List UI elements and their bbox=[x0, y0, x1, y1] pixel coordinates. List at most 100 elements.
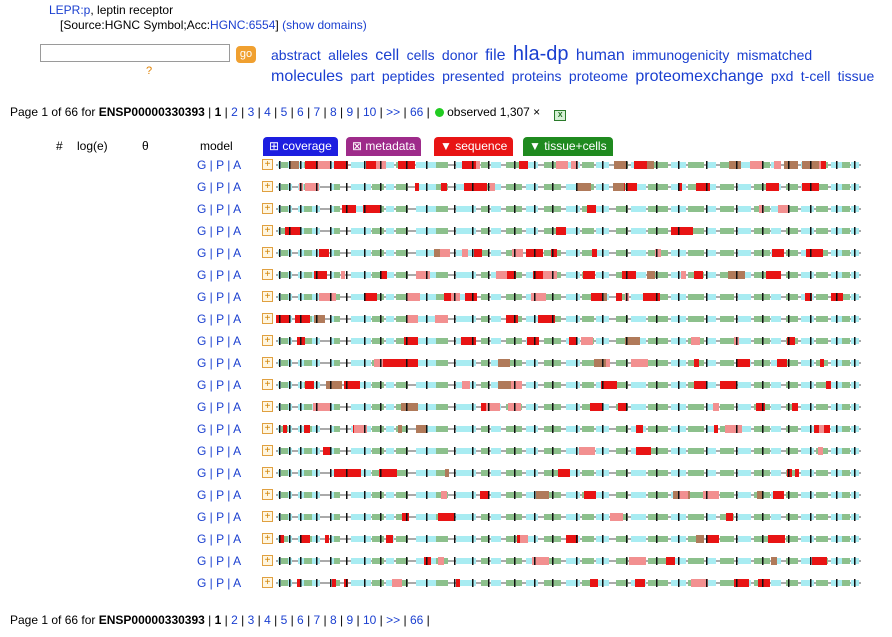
coverage-track[interactable] bbox=[276, 179, 861, 195]
coverage-track[interactable] bbox=[276, 289, 861, 305]
pager-page-link[interactable]: 10 bbox=[362, 613, 377, 627]
coverage-track[interactable] bbox=[276, 267, 861, 283]
model-link-g[interactable]: G bbox=[197, 224, 207, 238]
tab-metadata[interactable]: ⊠ metadata bbox=[346, 137, 422, 156]
observed-count[interactable]: observed 1,307 × bbox=[447, 105, 541, 119]
coverage-track[interactable] bbox=[276, 355, 861, 371]
pager-last-link[interactable]: 66 bbox=[409, 105, 424, 119]
pager-page-link[interactable]: 2 bbox=[231, 613, 238, 627]
pager-page-link[interactable]: 5 bbox=[280, 105, 288, 119]
expand-row-icon[interactable]: + bbox=[262, 357, 273, 368]
model-link-p[interactable]: P bbox=[216, 356, 224, 370]
expand-row-icon[interactable]: + bbox=[262, 533, 273, 544]
model-link-g[interactable]: G bbox=[197, 356, 207, 370]
expand-row-icon[interactable]: + bbox=[262, 555, 273, 566]
model-link-g[interactable]: G bbox=[197, 444, 207, 458]
pager-page-link[interactable]: 8 bbox=[330, 105, 337, 119]
expand-row-icon[interactable]: + bbox=[262, 467, 273, 478]
expand-row-icon[interactable]: + bbox=[262, 335, 273, 346]
model-link-p[interactable]: P bbox=[216, 334, 224, 348]
model-link-p[interactable]: P bbox=[216, 554, 224, 568]
tag-cells[interactable]: cells bbox=[406, 47, 435, 63]
tag-t-cell[interactable]: t-cell bbox=[800, 68, 831, 84]
model-link-g[interactable]: G bbox=[197, 268, 207, 282]
model-link-g[interactable]: G bbox=[197, 532, 207, 546]
model-link-g[interactable]: G bbox=[197, 510, 207, 524]
expand-row-icon[interactable]: + bbox=[262, 313, 273, 324]
coverage-track[interactable] bbox=[276, 487, 861, 503]
model-link-a[interactable]: A bbox=[233, 334, 242, 348]
model-link-a[interactable]: A bbox=[233, 444, 242, 458]
model-link-g[interactable]: G bbox=[197, 466, 207, 480]
excel-export-icon[interactable]: X bbox=[554, 110, 567, 121]
expand-row-icon[interactable]: + bbox=[262, 247, 273, 258]
model-link-p[interactable]: P bbox=[216, 466, 224, 480]
tag-presented[interactable]: presented bbox=[442, 68, 505, 84]
coverage-track[interactable] bbox=[276, 531, 861, 547]
model-link-g[interactable]: G bbox=[197, 422, 207, 436]
expand-row-icon[interactable]: + bbox=[262, 511, 273, 522]
model-link-p[interactable]: P bbox=[216, 510, 224, 524]
pager-page-link[interactable]: 7 bbox=[313, 105, 321, 119]
model-link-p[interactable]: P bbox=[216, 246, 224, 260]
pager-page-link[interactable]: 8 bbox=[330, 613, 337, 627]
tag-human[interactable]: human bbox=[575, 47, 625, 64]
model-link-p[interactable]: P bbox=[216, 488, 224, 502]
model-link-a[interactable]: A bbox=[233, 246, 242, 260]
model-link-a[interactable]: A bbox=[233, 290, 242, 304]
coverage-track[interactable] bbox=[276, 377, 861, 393]
model-link-g[interactable]: G bbox=[197, 576, 207, 590]
model-link-g[interactable]: G bbox=[197, 246, 207, 260]
model-link-g[interactable]: G bbox=[197, 488, 207, 502]
tag-proteome[interactable]: proteome bbox=[568, 68, 629, 84]
model-link-p[interactable]: P bbox=[216, 268, 224, 282]
model-link-a[interactable]: A bbox=[233, 422, 242, 436]
model-link-a[interactable]: A bbox=[233, 158, 242, 172]
coverage-track[interactable] bbox=[276, 509, 861, 525]
tag-cell[interactable]: cell bbox=[375, 47, 400, 64]
model-link-a[interactable]: A bbox=[233, 510, 242, 524]
tag-proteins[interactable]: proteins bbox=[511, 68, 562, 84]
model-link-g[interactable]: G bbox=[197, 202, 207, 216]
expand-row-icon[interactable]: + bbox=[262, 489, 273, 500]
tag-tissue[interactable]: tissue bbox=[837, 68, 875, 84]
expand-row-icon[interactable]: + bbox=[262, 291, 273, 302]
model-link-g[interactable]: G bbox=[197, 554, 207, 568]
gene-link[interactable]: LEPR:p bbox=[49, 3, 91, 17]
model-link-g[interactable]: G bbox=[197, 334, 207, 348]
model-link-g[interactable]: G bbox=[197, 312, 207, 326]
model-link-g[interactable]: G bbox=[197, 290, 207, 304]
model-link-p[interactable]: P bbox=[216, 532, 224, 546]
tab-tissue-cells[interactable]: ▼ tissue+cells bbox=[523, 137, 613, 156]
help-icon[interactable]: ? bbox=[146, 65, 153, 77]
model-link-p[interactable]: P bbox=[216, 422, 224, 436]
model-link-a[interactable]: A bbox=[233, 312, 242, 326]
model-link-p[interactable]: P bbox=[216, 180, 224, 194]
expand-row-icon[interactable]: + bbox=[262, 401, 273, 412]
pager-page-link[interactable]: 5 bbox=[280, 613, 288, 627]
tab-coverage[interactable]: ⊞ coverage bbox=[263, 137, 338, 156]
model-link-a[interactable]: A bbox=[233, 532, 242, 546]
model-link-p[interactable]: P bbox=[216, 312, 224, 326]
pager-page-link[interactable]: 9 bbox=[346, 613, 354, 627]
pager-page-link[interactable]: 2 bbox=[231, 105, 238, 119]
pager-page-link[interactable]: 3 bbox=[247, 105, 255, 119]
coverage-track[interactable] bbox=[276, 245, 861, 261]
pager-page-link[interactable]: 7 bbox=[313, 613, 321, 627]
pager-page-link[interactable]: 6 bbox=[297, 613, 304, 627]
model-link-a[interactable]: A bbox=[233, 488, 242, 502]
coverage-track[interactable] bbox=[276, 553, 861, 569]
coverage-track[interactable] bbox=[276, 223, 861, 239]
pager-next-link[interactable]: >> bbox=[386, 105, 401, 119]
model-link-p[interactable]: P bbox=[216, 290, 224, 304]
model-link-p[interactable]: P bbox=[216, 400, 224, 414]
coverage-track[interactable] bbox=[276, 575, 861, 591]
coverage-track[interactable] bbox=[276, 157, 861, 173]
model-link-g[interactable]: G bbox=[197, 400, 207, 414]
pager-page-link[interactable]: 10 bbox=[362, 105, 377, 119]
model-link-a[interactable]: A bbox=[233, 356, 242, 370]
tag-alleles[interactable]: alleles bbox=[328, 47, 368, 63]
coverage-track[interactable] bbox=[276, 421, 861, 437]
model-link-g[interactable]: G bbox=[197, 158, 207, 172]
model-link-p[interactable]: P bbox=[216, 202, 224, 216]
